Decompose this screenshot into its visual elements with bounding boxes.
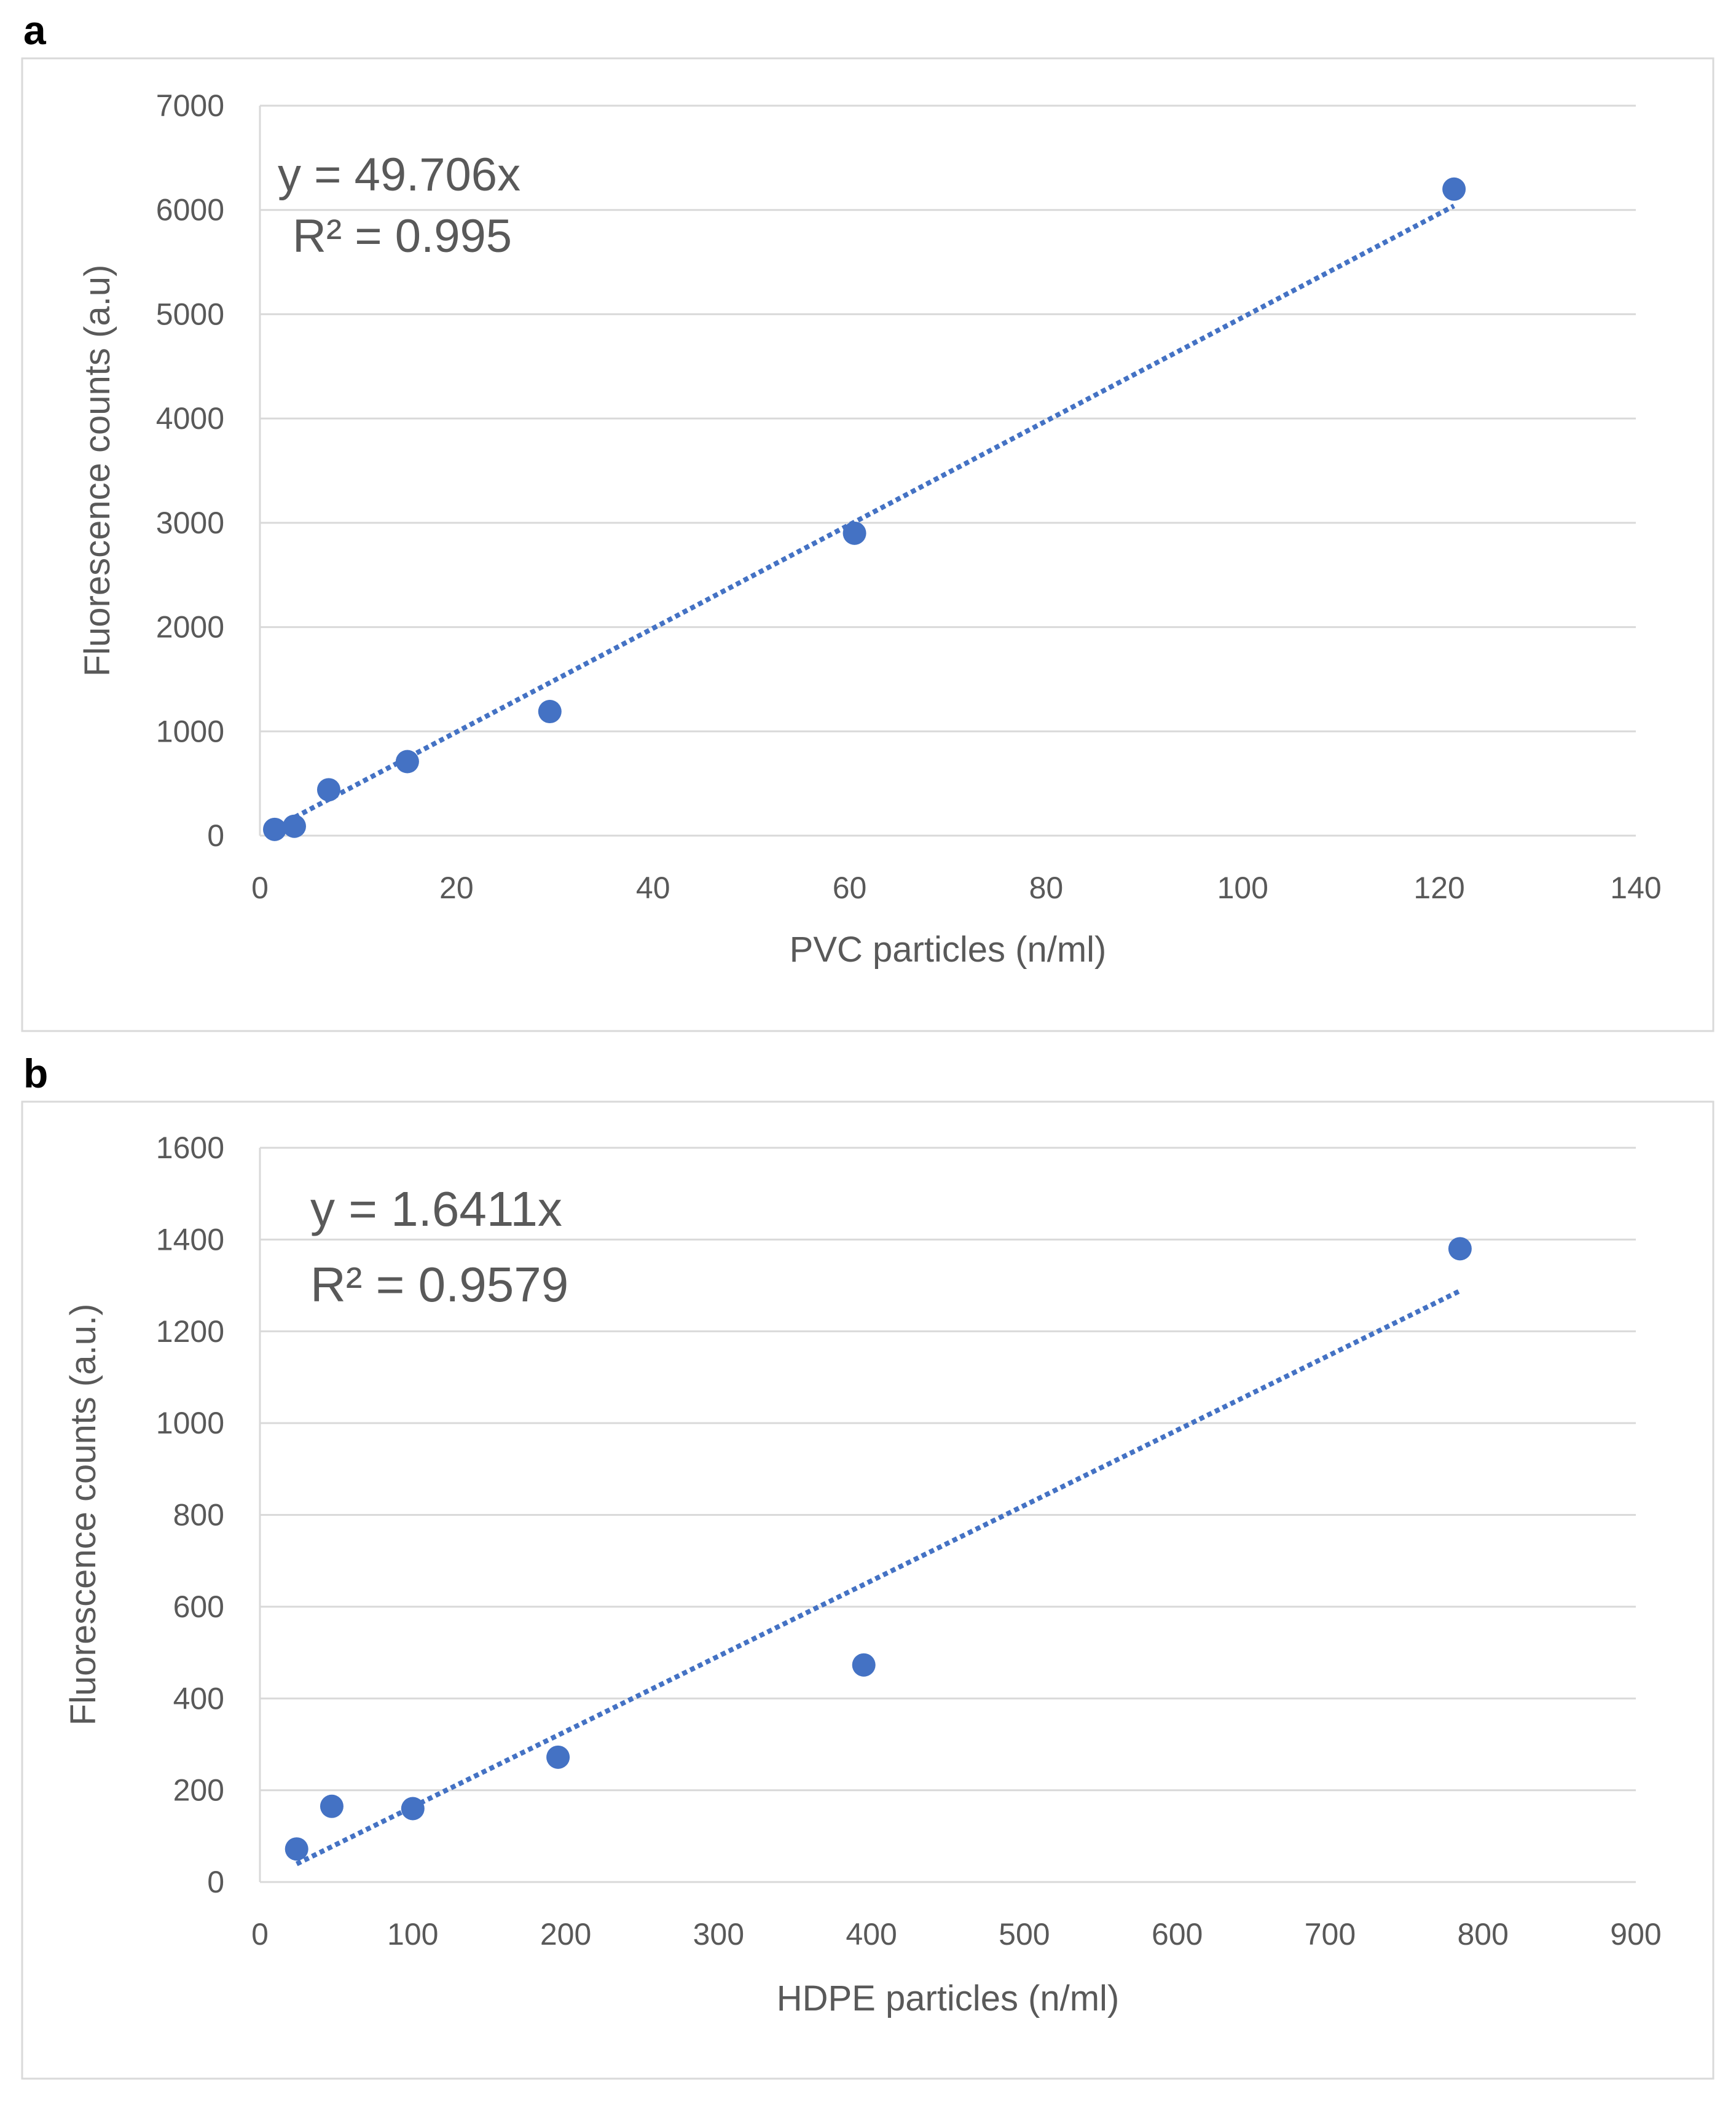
chart-a-y-tick-label: 2000 bbox=[156, 610, 224, 645]
chart-a-x-tick-label: 20 bbox=[439, 871, 474, 905]
chart-a: 0 1000 2000 3000 4000 5000 6000 7000 0 20 40 60 80 10… bbox=[77, 88, 1662, 970]
chart-a-data-point bbox=[316, 778, 340, 802]
chart-a-y-tick-label: 3000 bbox=[156, 506, 224, 540]
chart-b-data-point bbox=[546, 1745, 570, 1769]
chart-b-x-tick-label: 400 bbox=[846, 1917, 897, 1951]
chart-a-y-tick-label: 5000 bbox=[156, 297, 224, 331]
chart-a-r-squared: R² = 0.995 bbox=[293, 210, 512, 262]
chart-b-y-tick-label: 600 bbox=[173, 1590, 224, 1624]
chart-a-x-axis-title: PVC particles (n/ml) bbox=[790, 930, 1107, 970]
chart-b-y-tick-label: 1000 bbox=[156, 1406, 224, 1440]
chart-a-y-tick-label: 6000 bbox=[156, 193, 224, 227]
chart-a-x-tick-label: 80 bbox=[1029, 871, 1064, 905]
chart-b-x-tick-label: 800 bbox=[1458, 1917, 1509, 1951]
panel-b-label: b bbox=[23, 1051, 48, 1096]
chart-b-x-tick-label: 600 bbox=[1152, 1917, 1203, 1951]
chart-a-data-point bbox=[262, 817, 286, 841]
chart-b-y-tick-label: 1600 bbox=[156, 1131, 224, 1165]
chart-a-y-tick-label: 4000 bbox=[156, 401, 224, 436]
chart-b-y-axis-title: Fluorescence counts (a.u.) bbox=[63, 1304, 103, 1726]
chart-a-x-tick-label: 60 bbox=[833, 871, 867, 905]
chart-a-data-point bbox=[282, 814, 306, 838]
chart-b-x-tick-label: 500 bbox=[999, 1917, 1050, 1951]
chart-a-data-point bbox=[538, 700, 562, 724]
chart-b-r-squared: R² = 0.9579 bbox=[310, 1257, 568, 1312]
chart-a-trendline bbox=[278, 203, 1455, 828]
chart-b-x-tick-label: 200 bbox=[540, 1917, 591, 1951]
chart-b-x-tick-label: 900 bbox=[1610, 1917, 1661, 1951]
chart-a-data-point bbox=[395, 750, 419, 774]
chart-a-data-point bbox=[842, 521, 866, 545]
chart-a-y-axis-title: Fluorescence counts (a.u) bbox=[77, 265, 117, 677]
chart-b-y-tick-label: 1400 bbox=[156, 1222, 224, 1257]
chart-b-y-tick-label: 0 bbox=[207, 1865, 224, 1899]
chart-b-data-point bbox=[285, 1837, 308, 1861]
chart-b-data-point bbox=[1448, 1237, 1472, 1261]
chart-b-x-tick-label: 0 bbox=[251, 1917, 269, 1951]
chart-b-data-point bbox=[320, 1794, 344, 1818]
chart-a-x-tick-label: 140 bbox=[1610, 871, 1661, 905]
chart-a-x-tick-label: 40 bbox=[636, 871, 670, 905]
panel-b-frame bbox=[21, 1100, 1714, 2080]
chart-b: 0 200 400 600 800 1000 1200 1400 1600 0 100 200 300 4… bbox=[63, 1131, 1662, 2018]
chart-a-y-tick-label: 7000 bbox=[156, 88, 224, 123]
chart-b-equation: y = 1.6411x bbox=[310, 1182, 562, 1236]
chart-b-y-tick-label: 400 bbox=[173, 1681, 224, 1716]
panel-a-label: a bbox=[23, 7, 47, 53]
chart-b-trendline bbox=[295, 1288, 1461, 1867]
chart-a-y-tick-label: 1000 bbox=[156, 714, 224, 748]
chart-a-data-point bbox=[1442, 177, 1466, 201]
chart-a-x-tick-label: 100 bbox=[1217, 871, 1268, 905]
chart-b-x-tick-label: 700 bbox=[1305, 1917, 1356, 1951]
chart-b-x-axis-title: HDPE particles (n/ml) bbox=[777, 1978, 1120, 2018]
chart-b-y-tick-label: 1200 bbox=[156, 1314, 224, 1349]
chart-b-y-tick-label: 800 bbox=[173, 1498, 224, 1532]
chart-a-equation: y = 49.706x bbox=[278, 149, 520, 201]
chart-b-y-tick-label: 200 bbox=[173, 1773, 224, 1808]
chart-b-x-tick-label: 100 bbox=[387, 1917, 438, 1951]
chart-b-data-point bbox=[852, 1653, 876, 1677]
chart-b-x-tick-label: 300 bbox=[693, 1917, 744, 1951]
chart-a-x-tick-label: 0 bbox=[251, 871, 269, 905]
chart-b-data-point bbox=[401, 1797, 425, 1821]
chart-a-y-tick-label: 0 bbox=[207, 818, 224, 853]
chart-a-x-tick-label: 120 bbox=[1413, 871, 1464, 905]
